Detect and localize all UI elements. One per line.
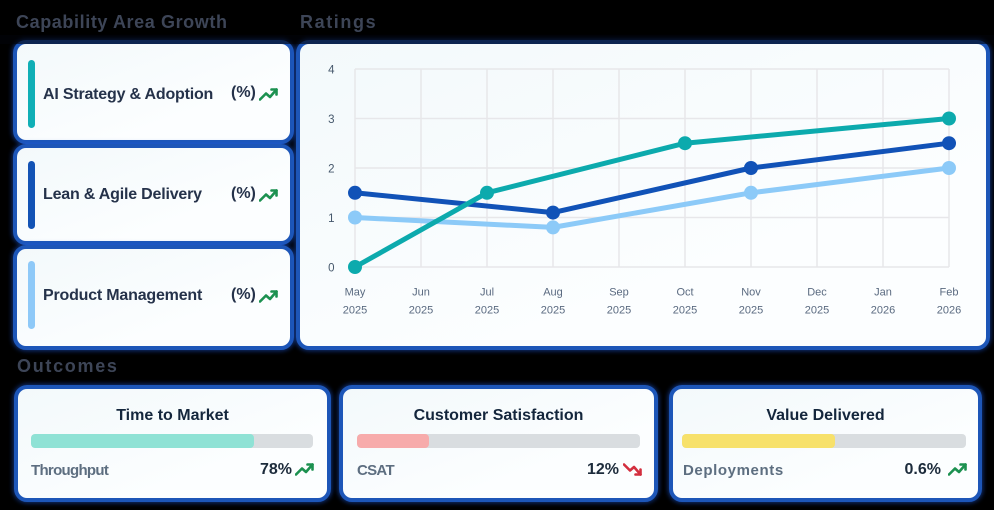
svg-text:Dec: Dec	[807, 287, 827, 299]
svg-text:0: 0	[328, 263, 334, 275]
svg-text:1: 1	[328, 213, 334, 225]
svg-text:Aug: Aug	[543, 287, 563, 299]
svg-text:2025: 2025	[673, 305, 697, 317]
svg-text:3: 3	[328, 114, 334, 126]
svg-text:4: 4	[328, 65, 335, 77]
svg-text:Jun: Jun	[412, 287, 430, 299]
svg-text:2025: 2025	[409, 305, 433, 317]
svg-text:2025: 2025	[739, 305, 763, 317]
svg-text:2025: 2025	[475, 305, 499, 317]
svg-text:2025: 2025	[343, 305, 367, 317]
svg-text:Feb: Feb	[940, 287, 959, 299]
svg-text:Jan: Jan	[874, 287, 892, 299]
svg-text:2025: 2025	[607, 305, 631, 317]
svg-text:2025: 2025	[805, 305, 829, 317]
svg-text:Oct: Oct	[676, 287, 693, 299]
svg-text:2026: 2026	[871, 305, 895, 317]
svg-text:Nov: Nov	[741, 287, 761, 299]
svg-text:Sep: Sep	[609, 287, 629, 299]
svg-text:Jul: Jul	[480, 287, 494, 299]
svg-text:2026: 2026	[937, 305, 961, 317]
svg-text:May: May	[345, 287, 366, 299]
svg-text:2: 2	[328, 164, 334, 176]
svg-text:2025: 2025	[541, 305, 565, 317]
